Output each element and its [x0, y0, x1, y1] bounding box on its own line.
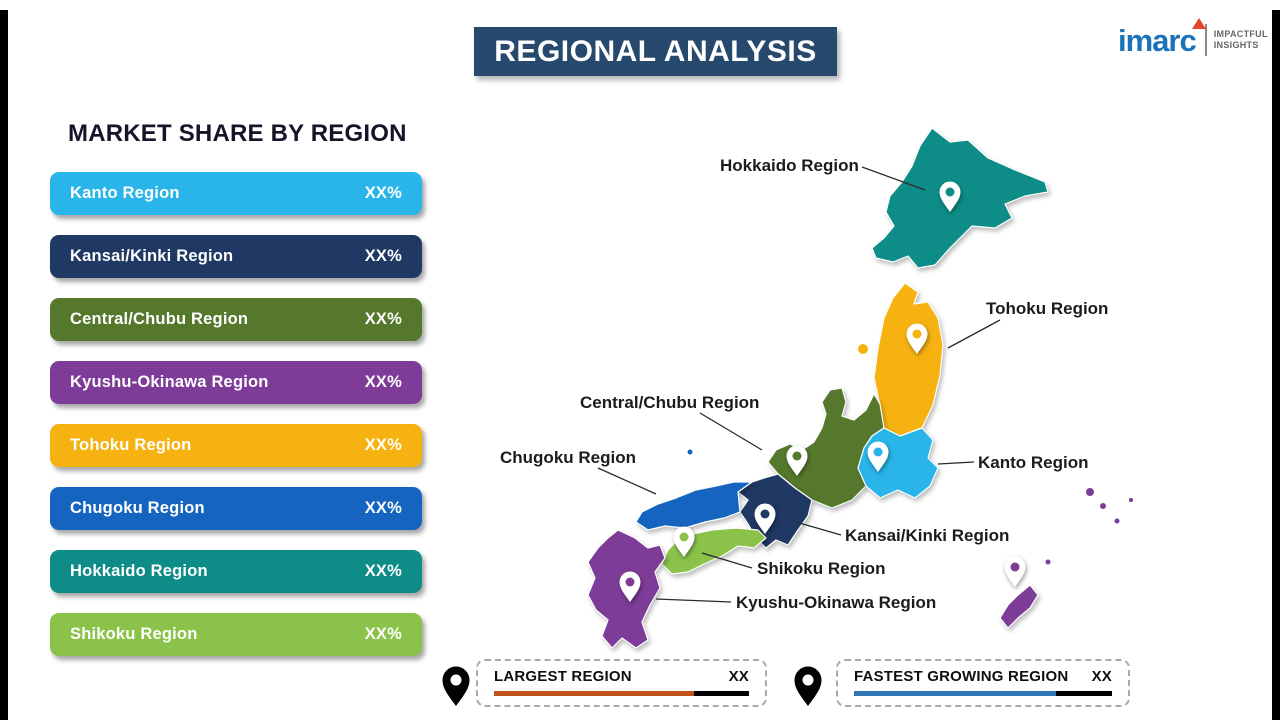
share-bar-kansai: Kansai/Kinki Region XX%	[50, 235, 422, 278]
map-island-awaji	[767, 531, 773, 537]
share-bar-value: XX%	[364, 625, 402, 643]
share-bar-kyushu: Kyushu-Okinawa Region XX%	[50, 361, 422, 404]
map-region-kanto	[857, 427, 939, 499]
largest-region-pin-icon	[442, 666, 470, 706]
largest-region-value: XX	[728, 668, 749, 685]
share-bar-chubu: Central/Chubu Region XX%	[50, 298, 422, 341]
map-pin-icon-chubu	[786, 445, 808, 476]
share-bar-chugoku: Chugoku Region XX%	[50, 487, 422, 530]
map-pin-icon-hokkaido	[939, 181, 961, 212]
leader-line-tohoku	[947, 319, 1001, 349]
leader-line-chugoku	[597, 467, 657, 495]
right-edge-bar	[1272, 10, 1280, 720]
map-label-chubu: Central/Chubu Region	[580, 393, 760, 412]
map-region-chugoku	[635, 481, 753, 531]
fastest-growing-bar-color	[854, 691, 1056, 696]
map-label-hokkaido: Hokkaido Region	[720, 156, 859, 175]
share-bar-label: Hokkaido Region	[70, 562, 208, 580]
share-bar-tohoku: Tohoku Region XX%	[50, 424, 422, 467]
map-pin-icon-kansai	[754, 503, 776, 534]
page-title: REGIONAL ANALYSIS	[474, 27, 837, 76]
share-bar-value: XX%	[364, 373, 402, 391]
map-island-nansei	[1086, 488, 1094, 496]
share-bar-shikoku: Shikoku Region XX%	[50, 613, 422, 656]
share-bar-label: Tohoku Region	[70, 436, 192, 454]
largest-region-label: LARGEST REGION	[494, 668, 632, 685]
share-bar-label: Shikoku Region	[70, 625, 198, 643]
map-island-nansei	[1045, 559, 1051, 565]
map-island-oki	[687, 449, 693, 455]
imarc-logo-text: imarc	[1118, 22, 1197, 58]
share-bar-label: Central/Chubu Region	[70, 310, 249, 328]
map-label-kanto: Kanto Region	[978, 453, 1089, 472]
fastest-growing-label: FASTEST GROWING REGION	[854, 668, 1069, 685]
map-pin-icon-okinawa	[1004, 556, 1026, 587]
logo-tagline-line2: INSIGHTS	[1213, 40, 1259, 50]
share-bar-value: XX%	[364, 247, 402, 265]
leader-line-kyushu	[655, 598, 732, 603]
left-edge-bar	[0, 10, 8, 720]
map-island-nansei	[1100, 503, 1106, 509]
share-bar-label: Kanto Region	[70, 184, 180, 202]
fastest-growing-value: XX	[1091, 668, 1112, 685]
largest-region-bar-black	[693, 691, 749, 696]
leader-line-chubu	[699, 412, 763, 451]
map-label-kansai: Kansai/Kinki Region	[845, 526, 1010, 545]
share-bar-label: Chugoku Region	[70, 499, 205, 517]
market-share-bar-list: Kanto Region XX% Kansai/Kinki Region XX%…	[50, 172, 422, 676]
leader-line-kanto	[937, 461, 975, 465]
fastest-growing-bar	[854, 691, 1112, 696]
share-bar-value: XX%	[364, 499, 402, 517]
share-bar-value: XX%	[364, 436, 402, 454]
largest-region-bar	[494, 691, 749, 696]
logo-tagline: IMPACTFUL INSIGHTS	[1214, 29, 1268, 52]
fastest-growing-legend: FASTEST GROWING REGION XX	[836, 659, 1130, 707]
map-label-chugoku: Chugoku Region	[500, 448, 636, 467]
map-label-tohoku: Tohoku Region	[986, 299, 1109, 318]
map-pin-icon-kyushu	[619, 571, 641, 602]
share-bar-value: XX%	[364, 562, 402, 580]
map-pin-icon-kanto	[867, 441, 889, 472]
leader-line-hokkaido	[861, 166, 926, 191]
map-island-nansei	[1129, 498, 1133, 502]
logo-divider	[1204, 24, 1207, 56]
map-island-nansei	[1114, 518, 1120, 524]
share-bar-value: XX%	[364, 184, 402, 202]
largest-region-bar-color	[494, 691, 694, 696]
share-bar-hokkaido: Hokkaido Region XX%	[50, 550, 422, 593]
share-bar-kanto: Kanto Region XX%	[50, 172, 422, 215]
leader-line-shikoku	[701, 552, 753, 569]
map-pin-icon-shikoku	[673, 526, 695, 557]
map-island-sado	[858, 344, 868, 354]
logo-tagline-line1: IMPACTFUL	[1213, 28, 1268, 39]
map-pin-icon-tohoku	[906, 323, 928, 354]
imarc-logo-flame-icon	[1192, 18, 1206, 29]
map-island-okinawa-main	[999, 584, 1039, 629]
page-title-text: REGIONAL ANALYSIS	[494, 34, 817, 68]
market-share-heading: MARKET SHARE BY REGION	[68, 120, 407, 147]
fastest-growing-pin-icon	[794, 666, 822, 706]
map-label-kyushu-okinawa: Kyushu-Okinawa Region	[736, 593, 937, 612]
map-label-shikoku: Shikoku Region	[757, 559, 886, 578]
leader-line-kansai	[795, 521, 842, 536]
share-bar-label: Kyushu-Okinawa Region	[70, 373, 269, 391]
map-region-hokkaido	[871, 127, 1049, 269]
share-bar-label: Kansai/Kinki Region	[70, 247, 234, 265]
imarc-logo: imarc IMPACTFUL INSIGHTS	[1118, 18, 1268, 58]
fastest-growing-bar-black	[1055, 691, 1112, 696]
map-region-tohoku	[873, 282, 944, 437]
largest-region-legend: LARGEST REGION XX	[476, 659, 767, 707]
share-bar-value: XX%	[364, 310, 402, 328]
